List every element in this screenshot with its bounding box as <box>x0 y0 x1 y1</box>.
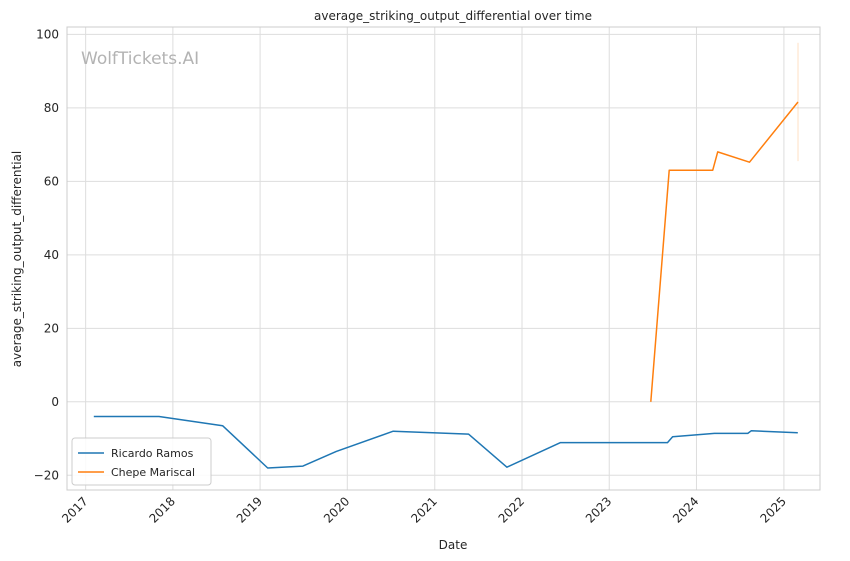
series-line-ricardo-ramos <box>93 415 798 469</box>
x-axis-label: Date <box>439 538 468 552</box>
y-tick-label: 40 <box>44 248 59 262</box>
chart-title: average_striking_output_differential ove… <box>314 9 592 23</box>
y-tick-label: 0 <box>51 395 59 409</box>
y-tick-label: 80 <box>44 101 59 115</box>
legend-box <box>71 437 212 486</box>
legend-label-ricardo-ramos: Ricardo Ramos <box>111 447 194 460</box>
legend: Ricardo Ramos Chepe Mariscal <box>71 437 212 486</box>
series-line-chepe-mariscal <box>650 101 799 402</box>
legend-label-chepe-mariscal: Chepe Mariscal <box>111 466 195 479</box>
y-tick-labels: −20 0 20 40 60 80 100 <box>34 27 59 482</box>
y-tick-label: 60 <box>44 174 59 188</box>
y-tick-label: −20 <box>34 468 59 482</box>
y-axis-label: average_striking_output_differential <box>10 151 24 367</box>
plot-frame <box>66 26 821 491</box>
grid-lines <box>67 27 820 490</box>
chart-watermark: WolfTickets.AI <box>81 49 199 69</box>
series-lines <box>93 101 799 469</box>
y-tick-label: 20 <box>44 321 59 335</box>
y-tick-label: 100 <box>36 27 59 41</box>
